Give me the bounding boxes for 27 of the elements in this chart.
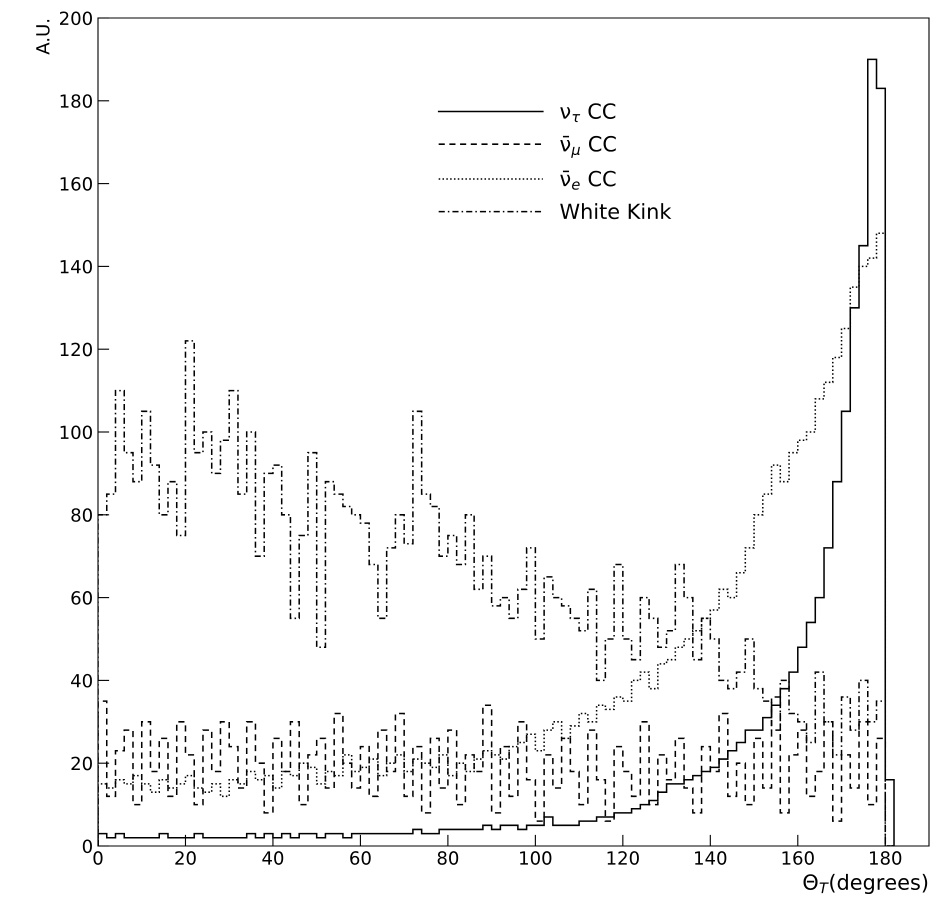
y-tick-label: 100	[60, 425, 92, 440]
legend-label: ν̄$_{μ}$ CC	[560, 136, 616, 158]
x-tick-label: 140	[695, 851, 726, 865]
legend-label: ν$_{τ}$ CC	[560, 103, 616, 122]
y-tick-label: 20	[71, 756, 92, 770]
y-tick-label: 180	[60, 94, 92, 108]
y-tick-label: 120	[60, 342, 92, 356]
y-axis-title: A.U.	[36, 20, 50, 55]
x-tick-label: 0	[93, 851, 103, 865]
y-tick-label: 40	[71, 674, 92, 688]
y-tick-label: 0	[82, 839, 92, 854]
x-tick-label: 120	[608, 851, 639, 865]
y-tick-label: 80	[71, 508, 92, 522]
x-tick-label: 60	[350, 851, 371, 865]
x-tick-label: 20	[175, 851, 196, 865]
legend-label: ν̄$_{e}$ CC	[560, 170, 616, 190]
x-tick-label: 40	[262, 851, 284, 865]
x-tick-label: 180	[870, 851, 902, 865]
x-axis-title: Θ$_{T}$(degrees)	[804, 874, 928, 894]
legend-label: White Kink	[560, 203, 672, 220]
y-tick-label: 160	[60, 177, 92, 191]
y-tick-label: 200	[60, 11, 92, 26]
y-tick-label: 140	[60, 260, 92, 274]
y-tick-label: 60	[71, 591, 92, 605]
x-tick-label: 80	[438, 851, 458, 865]
x-tick-label: 100	[520, 851, 552, 865]
x-tick-label: 160	[782, 851, 814, 865]
